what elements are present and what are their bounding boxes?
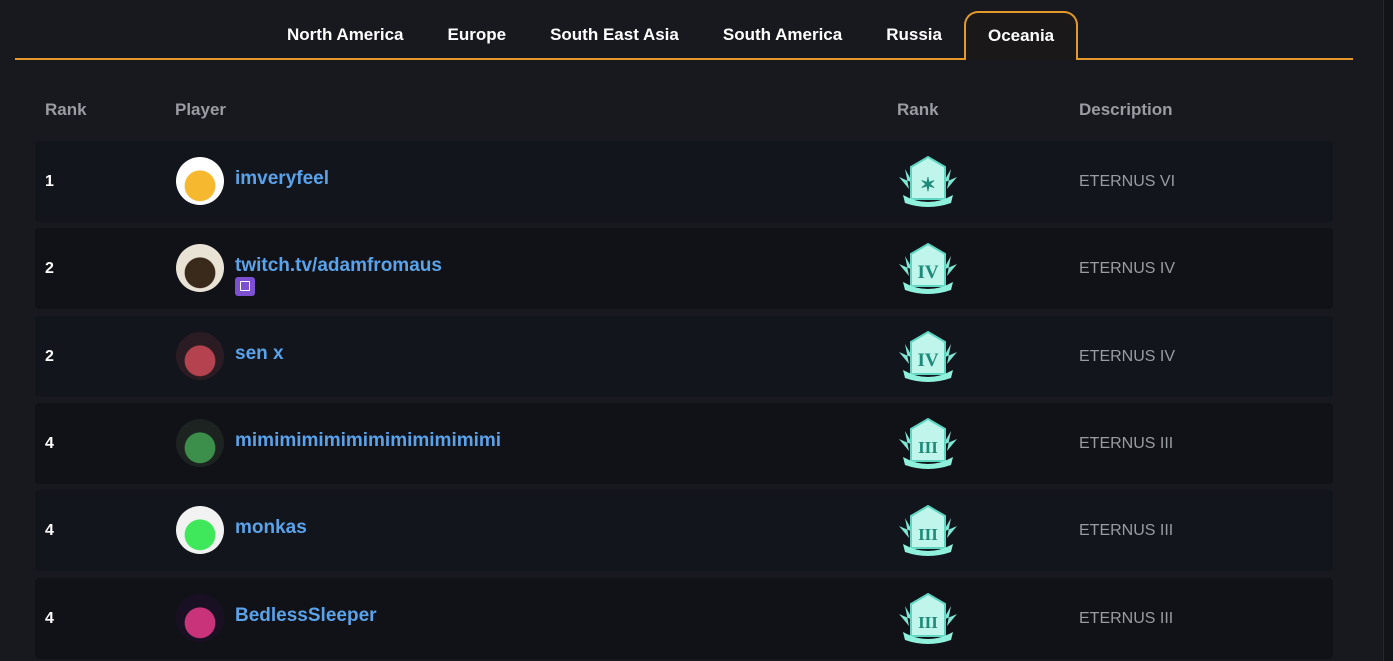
badge-glyph: III (918, 613, 938, 632)
rank-badge-icon: IV (899, 330, 957, 382)
table-row: 1 imveryfeel ✶ ETERNUS VI (35, 141, 1333, 222)
avatar[interactable] (176, 244, 224, 292)
tab-oceania[interactable]: Oceania (963, 11, 1079, 60)
badge-glyph: IV (917, 350, 938, 371)
twitch-icon[interactable] (235, 277, 255, 296)
player-name-link[interactable]: monkas (235, 517, 307, 538)
table-row: 4 mimimimimimimimimimimimi III ETERNUS I… (35, 403, 1333, 484)
table-row: 4 BedlessSleeper III ETERNUS III (35, 578, 1333, 659)
region-tabs: North America Europe South East Asia South … (15, 0, 1353, 60)
player-name-link[interactable]: sen x (235, 343, 284, 364)
rank-description: ETERNUS IV (1079, 348, 1176, 365)
tab-south-east-asia[interactable]: South East Asia (550, 25, 679, 44)
avatar[interactable] (176, 594, 224, 642)
player-name-link[interactable]: twitch.tv/adamfromaus (235, 255, 442, 276)
avatar[interactable] (176, 506, 224, 554)
rank-description: ETERNUS III (1079, 522, 1174, 539)
player-name-link[interactable]: BedlessSleeper (235, 605, 377, 626)
rank-number: 2 (45, 348, 54, 365)
rank-badge-icon: ✶ (899, 155, 957, 207)
badge-glyph: IV (917, 262, 938, 283)
header-player: Player (175, 100, 227, 119)
avatar[interactable] (176, 419, 224, 467)
rank-badge-icon: III (899, 592, 957, 644)
rank-badge-icon: III (899, 504, 957, 556)
rank-number: 4 (45, 610, 54, 627)
tab-north-america[interactable]: North America (287, 25, 404, 44)
header-description: Description (1079, 100, 1173, 119)
rank-description: ETERNUS IV (1079, 260, 1176, 277)
player-name-link[interactable]: mimimimimimimimimimimimi (235, 430, 502, 451)
tab-south-america[interactable]: South America (722, 25, 843, 44)
rank-number: 1 (45, 173, 54, 190)
rank-number: 4 (45, 435, 54, 452)
table-row: 2 twitch.tv/adamfromaus IV ETERNUS IV (35, 228, 1333, 309)
rank-description: ETERNUS VI (1079, 173, 1176, 190)
rank-description: ETERNUS III (1079, 610, 1174, 627)
header-rank: Rank (45, 100, 87, 119)
rank-badge-icon: III (899, 417, 957, 469)
rank-number: 4 (45, 522, 54, 539)
rank-badge-icon: IV (899, 242, 957, 294)
tab-russia[interactable]: Russia (886, 25, 942, 44)
badge-glyph: ✶ (920, 175, 936, 196)
table-row: 4 monkas III ETERNUS III (35, 490, 1333, 571)
scrollbar[interactable] (1383, 0, 1393, 661)
tab-europe[interactable]: Europe (447, 25, 507, 44)
badge-glyph: III (918, 525, 938, 544)
header-tier: Rank (897, 100, 939, 119)
avatar[interactable] (176, 332, 224, 380)
avatar[interactable] (176, 157, 224, 205)
table-row: 2 sen x IV ETERNUS IV (35, 316, 1333, 397)
rank-number: 2 (45, 260, 54, 277)
badge-glyph: III (918, 438, 938, 457)
rank-description: ETERNUS III (1079, 435, 1174, 452)
player-name-link[interactable]: imveryfeel (235, 168, 330, 189)
